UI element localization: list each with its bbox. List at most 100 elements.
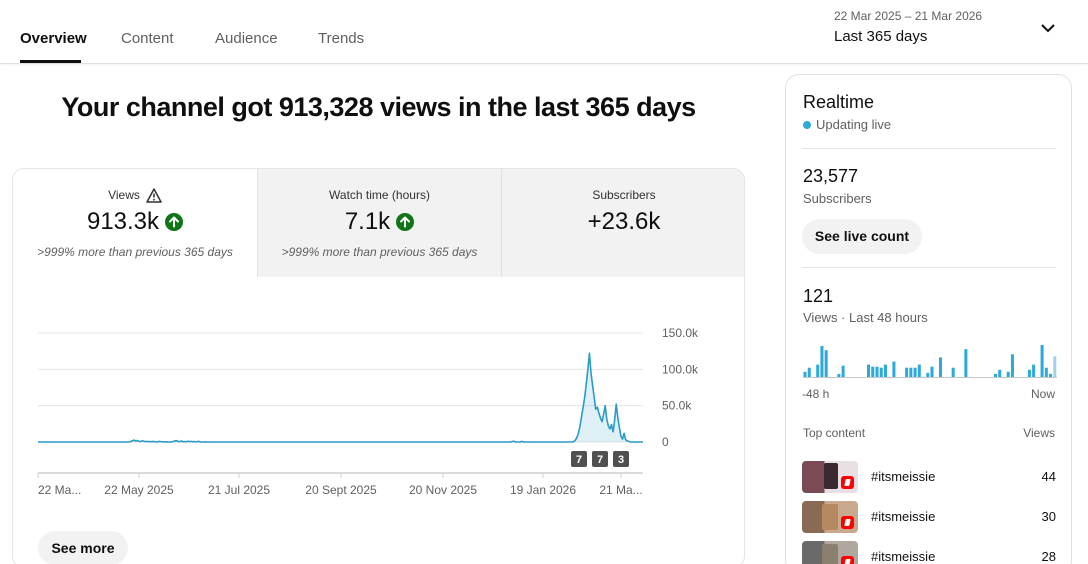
- x-tick-label: 22 Ma...: [38, 483, 81, 497]
- video-thumbnail[interactable]: [802, 501, 858, 533]
- mini-bar: [875, 366, 879, 377]
- metric-watch-time-label: Watch time (hours): [329, 188, 430, 202]
- mini-axis-start: -48 h: [802, 387, 830, 401]
- mini-bar: [807, 367, 811, 377]
- mini-bar: [879, 367, 883, 377]
- mini-bar: [913, 367, 917, 377]
- tab-trends[interactable]: Trends: [318, 30, 365, 47]
- top-content-views-heading: Views: [1023, 426, 1055, 440]
- warning-icon[interactable]: [146, 187, 162, 203]
- views-line-chart[interactable]: 150.0k 100.0k 50.0k 0 22 Ma... 22 May 2025 21 …: [13, 277, 745, 507]
- mini-bar: [1049, 373, 1053, 377]
- realtime-panel: Realtime Updating live 23,577 Subscriber…: [785, 74, 1072, 564]
- metric-views-label: Views: [108, 188, 140, 202]
- mini-bar: [883, 364, 887, 377]
- shorts-icon: [841, 476, 854, 489]
- tab-audience[interactable]: Audience: [215, 30, 278, 47]
- metric-views-value: 913.3k: [86, 208, 160, 235]
- see-live-count-button[interactable]: See live count: [802, 219, 922, 254]
- mini-bar: [837, 373, 841, 377]
- metric-subscribers-label: Subscribers: [592, 188, 656, 202]
- top-content-views: 44: [1041, 469, 1056, 484]
- date-range-label: Last 365 days: [834, 28, 928, 45]
- mini-axis-end: Now: [1030, 387, 1055, 401]
- annotation-label: 3: [618, 454, 624, 466]
- mini-bar: [892, 361, 896, 377]
- mini-bar: [841, 365, 845, 377]
- realtime-title: Realtime: [803, 92, 875, 112]
- mini-bar: [820, 346, 824, 377]
- mini-bar: [1032, 364, 1036, 377]
- metric-views[interactable]: Views 913.3k >999% more than previous 36…: [13, 169, 257, 277]
- mini-bar: [1006, 371, 1010, 377]
- realtime-subscribers-count: 23,577: [803, 166, 859, 186]
- y-tick-label: 100.0k: [662, 362, 699, 376]
- mini-bar: [964, 349, 968, 377]
- x-tick-label: 22 May 2025: [104, 483, 174, 497]
- annotation-badge: [592, 451, 608, 467]
- annotation-badge: [613, 451, 629, 467]
- tab-overview[interactable]: Overview: [20, 30, 87, 47]
- top-content-views: 30: [1041, 509, 1056, 524]
- mini-bar: [905, 367, 909, 377]
- y-tick-label: 50.0k: [662, 399, 692, 413]
- realtime-subscribers-label: Subscribers: [803, 191, 872, 206]
- chevron-down-icon[interactable]: [1038, 18, 1058, 38]
- x-tick-label: 21 Jul 2025: [208, 483, 270, 497]
- realtime-bar-chart[interactable]: [803, 337, 1057, 379]
- top-content-item[interactable]: #itsmeissie 28: [802, 541, 1056, 564]
- overview-card: Views 913.3k >999% more than previous 36…: [12, 168, 745, 564]
- video-thumbnail[interactable]: [802, 541, 858, 564]
- see-more-button[interactable]: See more: [38, 531, 128, 564]
- top-content-heading: Top content: [803, 426, 866, 440]
- mini-bar: [930, 366, 934, 377]
- annotation-label: 7: [597, 454, 603, 466]
- date-range-dates: 22 Mar 2025 – 21 Mar 2026: [834, 9, 983, 23]
- metric-subscribers-value: +23.6k: [587, 208, 661, 235]
- mini-bar: [867, 364, 871, 377]
- arrow-up-icon: [396, 213, 415, 231]
- annotation-label: 7: [576, 454, 582, 466]
- page-headline: Your channel got 913,328 views in the la…: [61, 92, 696, 122]
- mini-bar: [994, 373, 998, 377]
- date-range-selector[interactable]: 22 Mar 2025 – 21 Mar 2026 Last 365 days: [834, 9, 982, 45]
- top-content-title: #itsmeissie: [871, 509, 936, 524]
- mini-bar: [951, 367, 955, 377]
- mini-bar: [1044, 367, 1048, 377]
- mini-bar: [1040, 345, 1044, 377]
- live-dot-icon: [803, 120, 811, 129]
- x-tick-label: 19 Jan 2026: [510, 483, 576, 497]
- x-tick-label: 21 Ma...: [599, 483, 642, 497]
- mini-bar: [998, 369, 1002, 377]
- x-tick-label: 20 Nov 2025: [409, 483, 477, 497]
- mini-bar: [909, 367, 913, 377]
- metric-watch-time-note: >999% more than previous 365 days: [281, 245, 478, 259]
- divider: [802, 148, 1056, 149]
- mini-bar: [917, 364, 921, 377]
- top-content-title: #itsmeissie: [871, 469, 936, 484]
- metric-views-note: >999% more than previous 365 days: [37, 245, 233, 259]
- top-content-item[interactable]: #itsmeissie 44: [802, 461, 1056, 493]
- annotation-badge: [571, 451, 587, 467]
- x-tick-label: 20 Sept 2025: [305, 483, 377, 497]
- series-area: [38, 353, 643, 442]
- y-tick-label: 0: [662, 435, 669, 449]
- metric-watch-time[interactable]: Watch time (hours) 7.1k >999% more than …: [257, 169, 501, 277]
- series-line: [38, 352, 643, 443]
- arrow-up-icon: [165, 213, 184, 231]
- top-content-item[interactable]: #itsmeissie 30: [802, 501, 1056, 533]
- top-nav: Overview Content Audience Trends 22 Mar …: [0, 0, 1088, 64]
- mini-bar: [1010, 354, 1014, 377]
- realtime-views-label: Views · Last 48 hours: [803, 310, 928, 325]
- tab-content[interactable]: Content: [121, 30, 174, 47]
- mini-bar: [871, 366, 875, 377]
- video-thumbnail[interactable]: [802, 461, 858, 493]
- shorts-icon: [841, 556, 854, 564]
- mini-bar: [816, 364, 820, 377]
- active-tab-indicator: [20, 60, 81, 63]
- metric-subscribers[interactable]: Subscribers +23.6k: [501, 169, 744, 277]
- realtime-status: Updating live: [816, 117, 892, 132]
- top-content-title: #itsmeissie: [871, 549, 936, 564]
- mini-bar: [1053, 356, 1057, 377]
- metric-watch-time-value: 7.1k: [344, 208, 391, 235]
